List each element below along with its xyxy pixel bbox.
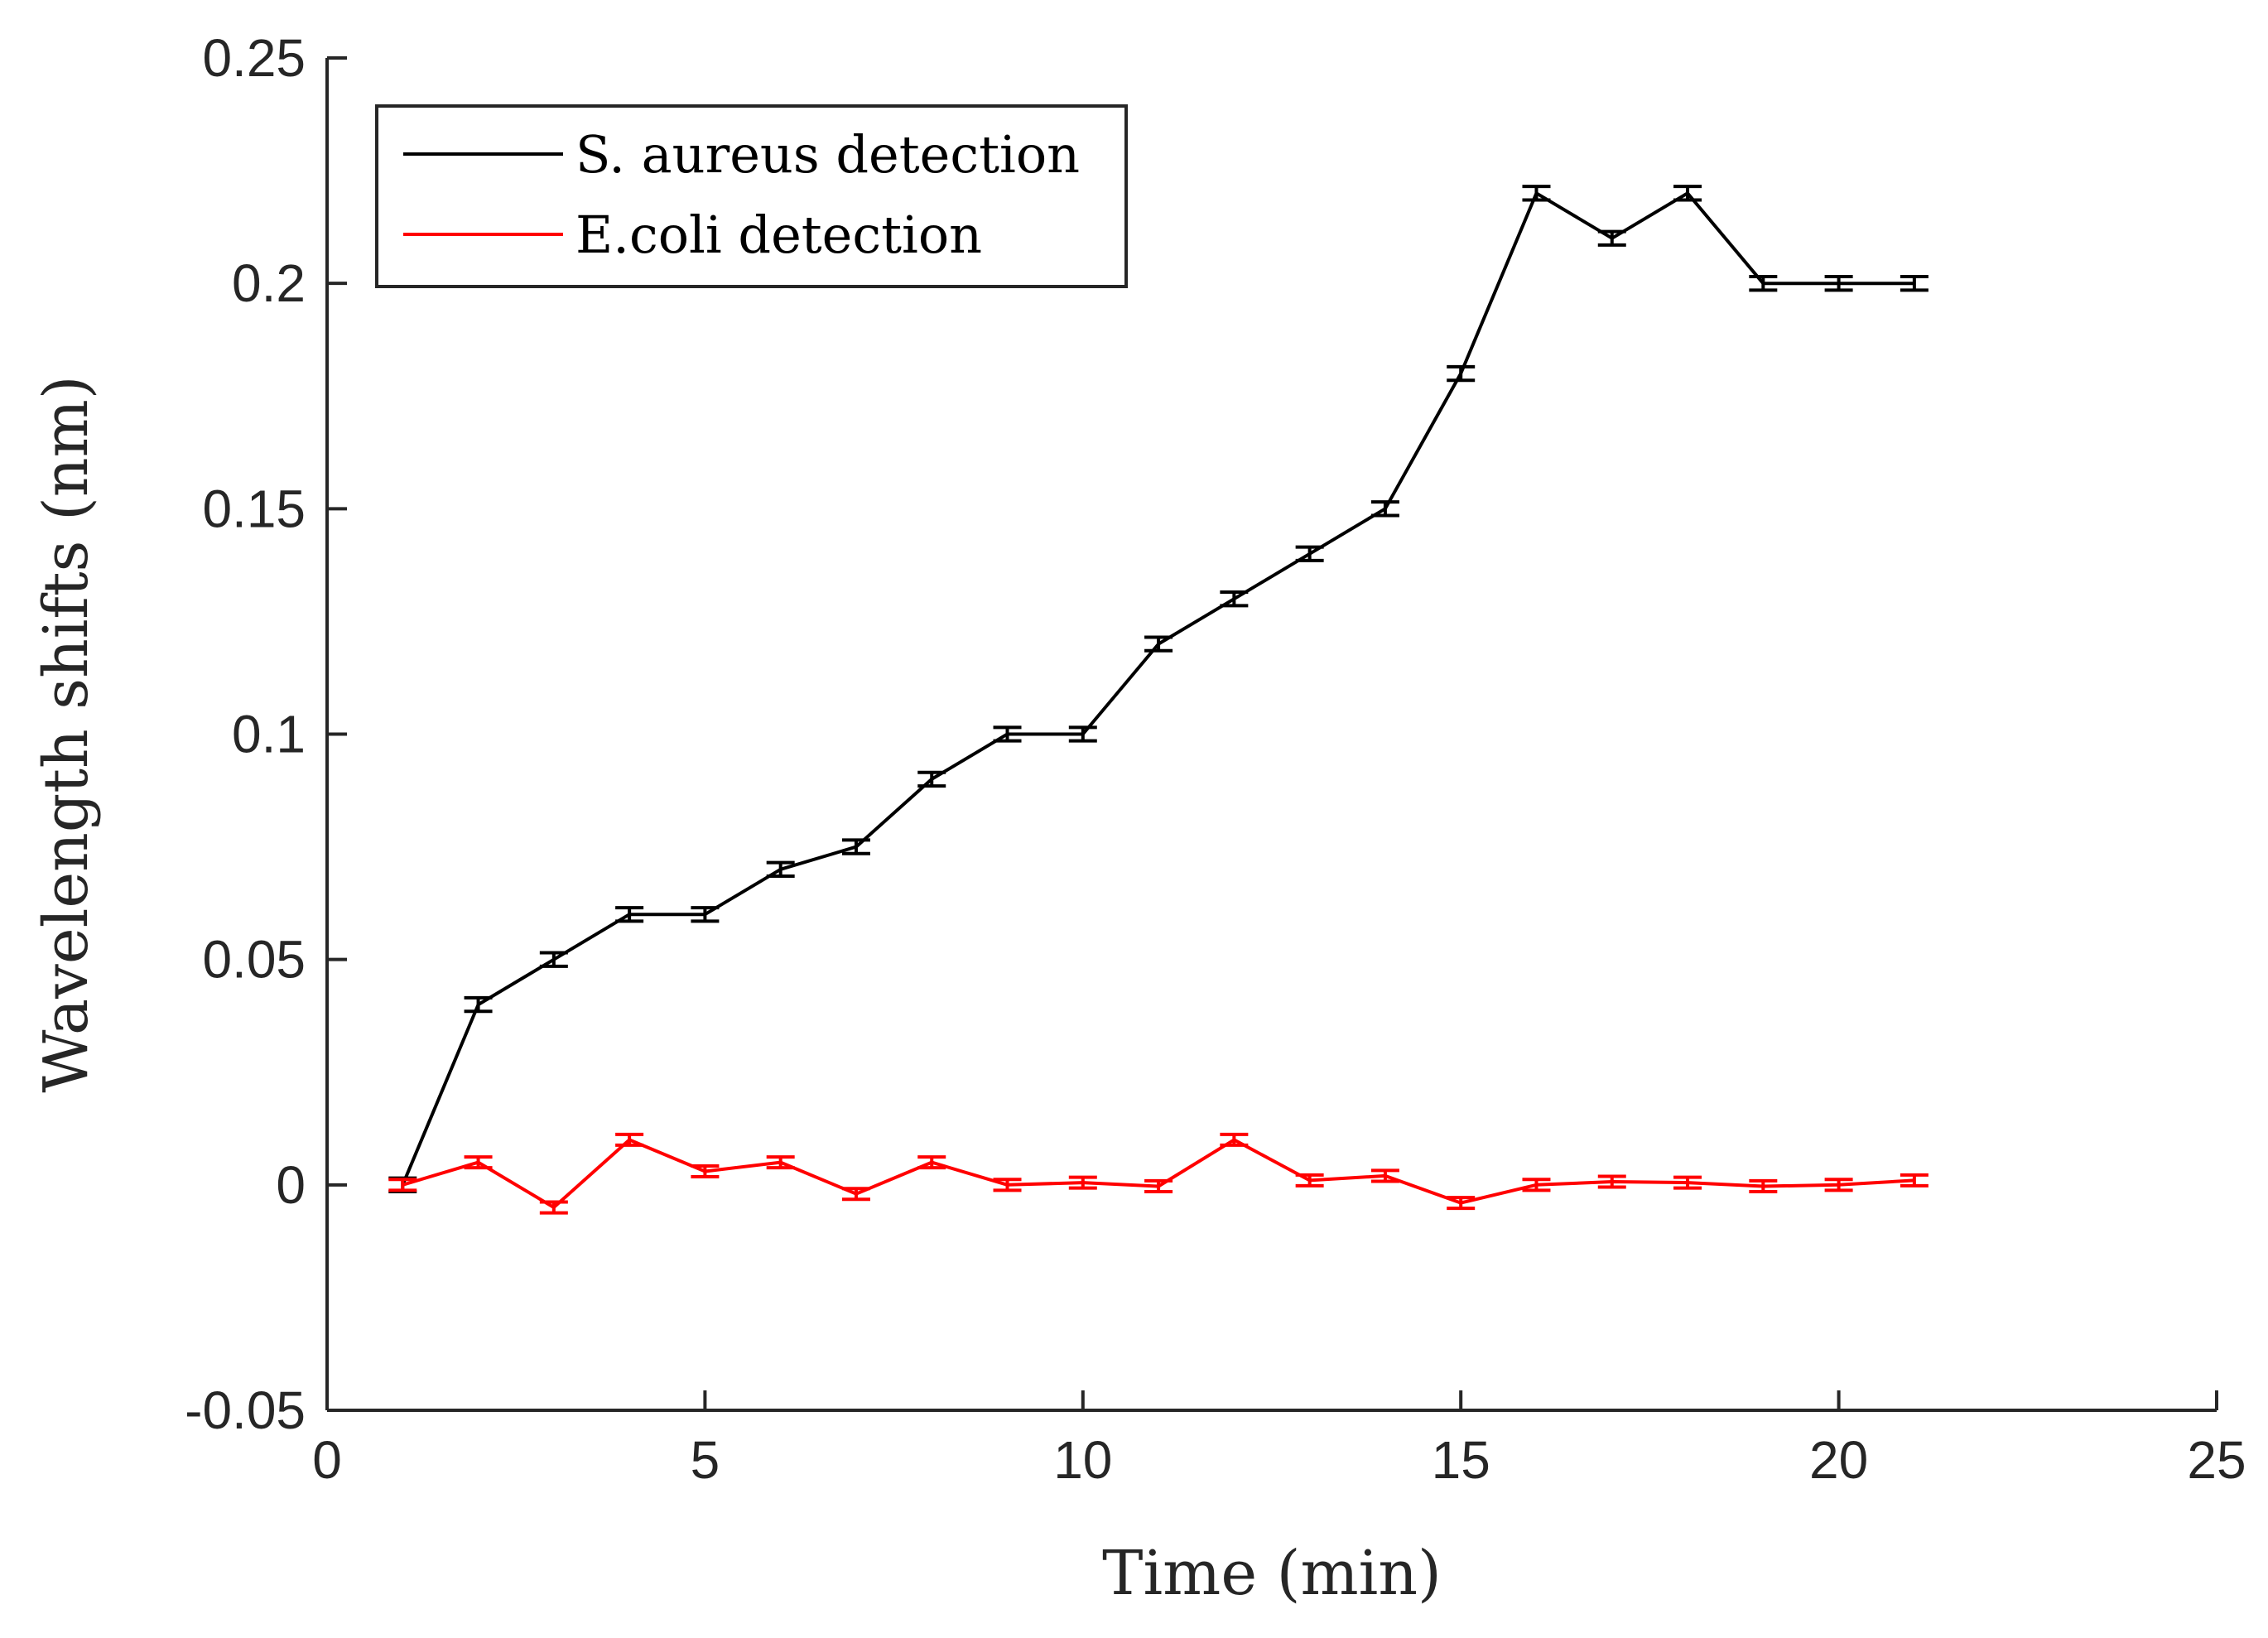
error-bar-e-coli: [388, 1178, 417, 1192]
error-bar-e-coli: [1673, 1175, 1702, 1190]
error-bar-e-coli: [1824, 1178, 1853, 1192]
y-tick-label: -0.05: [185, 1380, 306, 1440]
error-bar-s-aureus: [1370, 500, 1399, 518]
error-bar-s-aureus: [539, 951, 568, 968]
error-bar-e-coli: [1749, 1178, 1778, 1193]
error-bar-e-coli: [1295, 1173, 1324, 1188]
y-tick-label: 0.1: [232, 705, 306, 764]
x-tick-label: 15: [1432, 1430, 1490, 1490]
error-bar-s-aureus: [1597, 229, 1626, 247]
x-tick-label: 10: [1053, 1430, 1112, 1490]
error-bar-e-coli: [1900, 1173, 1929, 1188]
error-bar-s-aureus: [1144, 635, 1173, 653]
x-tick-label: 25: [2187, 1430, 2246, 1490]
error-bar-s-aureus: [1900, 275, 1929, 292]
error-bar-e-coli: [1144, 1178, 1173, 1193]
error-bar-s-aureus: [1068, 725, 1097, 743]
x-tick-label: 5: [691, 1430, 720, 1490]
error-bar-s-aureus: [1673, 185, 1702, 202]
error-bar-e-coli: [691, 1163, 720, 1179]
error-bar-s-aureus: [993, 725, 1022, 743]
x-tick-label: 0: [312, 1430, 342, 1490]
error-bar-e-coli: [1597, 1174, 1626, 1189]
y-tick-label: 0: [276, 1155, 306, 1215]
legend-label-s-aureus: S. aureus detection: [575, 124, 1080, 185]
legend-box: [375, 104, 1128, 288]
y-tick-label: 0.2: [232, 253, 306, 313]
series-e-coli: [388, 1132, 1929, 1215]
legend-label-e-coli: E.coli detection: [575, 205, 982, 265]
legend: S. aureus detection E.coli detection: [375, 104, 1128, 288]
y-tick-label: 0.15: [202, 479, 306, 538]
error-bar-s-aureus: [1522, 185, 1551, 202]
error-bar-s-aureus: [1295, 545, 1324, 562]
error-bar-s-aureus: [1220, 590, 1249, 608]
error-bar-s-aureus: [691, 906, 720, 923]
y-tick-label: 0.05: [202, 930, 306, 990]
error-bar-e-coli: [1447, 1196, 1476, 1211]
error-bar-e-coli: [615, 1132, 644, 1147]
error-bar-e-coli: [766, 1155, 795, 1170]
x-tick-label: 20: [1809, 1430, 1868, 1490]
error-bar-e-coli: [917, 1155, 946, 1170]
error-bar-s-aureus: [766, 860, 795, 878]
error-bar-e-coli: [464, 1155, 493, 1170]
error-bar-s-aureus: [1824, 275, 1853, 292]
x-axis-title: Time (min): [1102, 1538, 1442, 1609]
series-layer: [388, 185, 1929, 1215]
y-tick-label: 0.25: [202, 28, 306, 88]
error-bar-s-aureus: [841, 838, 870, 855]
error-bar-s-aureus: [917, 770, 946, 788]
error-bar-s-aureus: [615, 906, 644, 923]
y-axis-title: Wavelength shifts (nm): [31, 375, 102, 1092]
error-bar-e-coli: [539, 1200, 568, 1215]
error-bar-e-coli: [1370, 1168, 1399, 1183]
series-s-aureus: [388, 185, 1929, 1193]
error-bar-s-aureus: [464, 995, 493, 1014]
error-bar-s-aureus: [1749, 275, 1778, 292]
error-bar-e-coli: [1522, 1178, 1551, 1192]
error-bar-e-coli: [993, 1178, 1022, 1192]
error-bar-e-coli: [841, 1187, 870, 1202]
error-bar-e-coli: [1068, 1175, 1097, 1190]
error-bar-s-aureus: [1447, 364, 1476, 383]
error-bar-e-coli: [1220, 1132, 1249, 1147]
